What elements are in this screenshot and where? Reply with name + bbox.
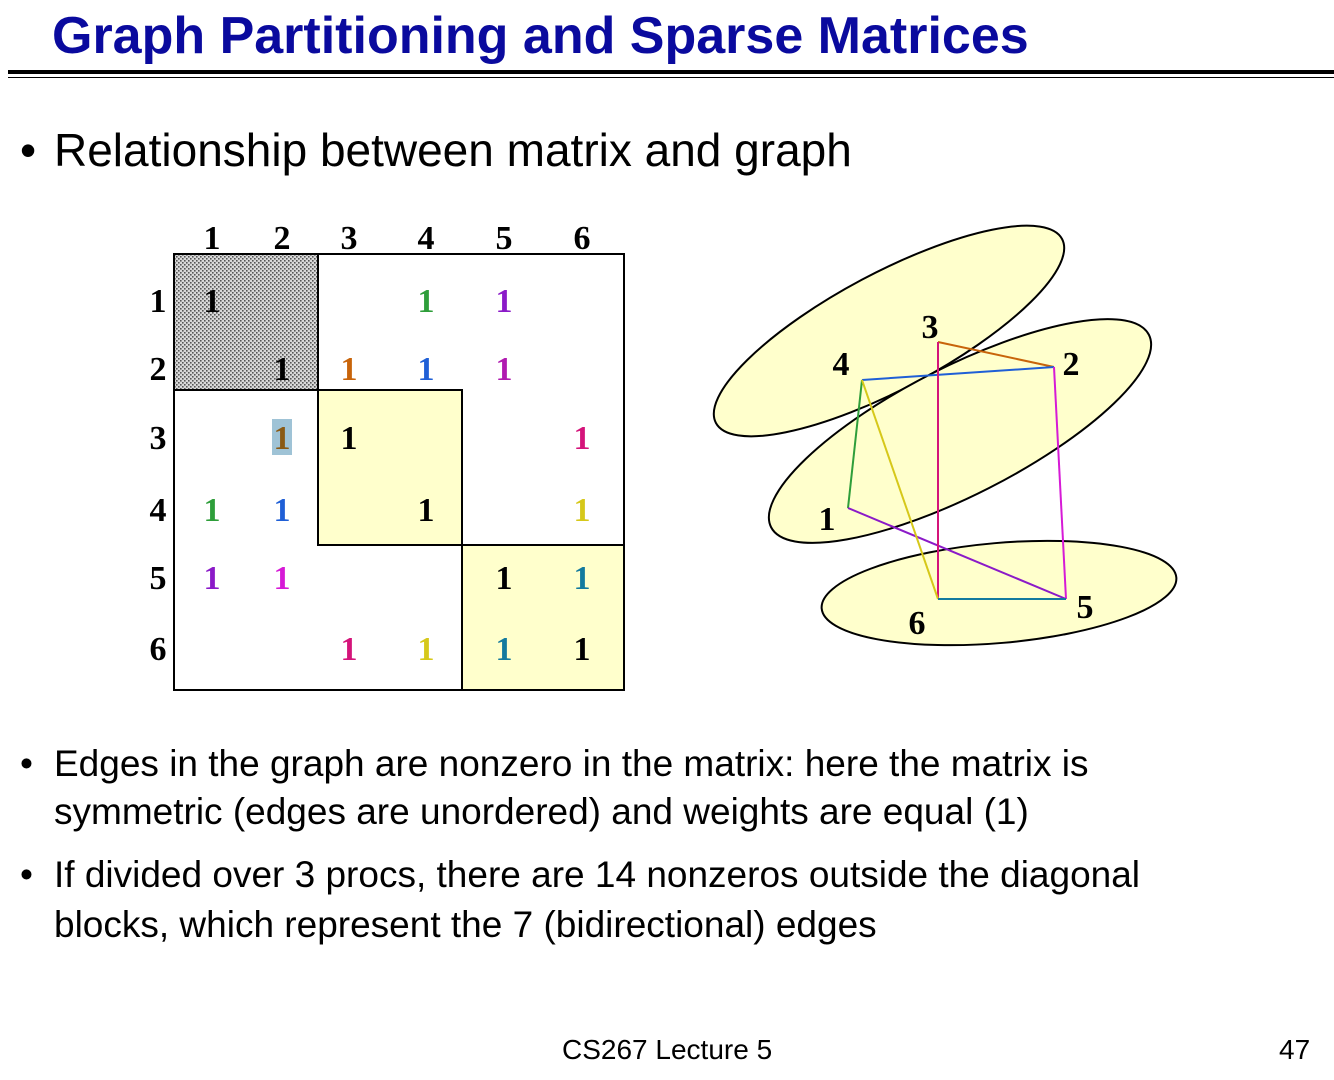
bullet-dot: •: [20, 743, 33, 784]
matrix-row-label: 2: [150, 351, 167, 388]
matrix-col-label: 5: [496, 220, 513, 257]
graph-edge-2-3: [937, 341, 1055, 368]
graph-node-label-2: 2: [1063, 346, 1080, 383]
bullet-edges-line2: symmetric (edges are unordered) and weig…: [54, 791, 1029, 832]
matrix-entry: 1: [204, 560, 221, 597]
bullet-dot: •: [20, 854, 33, 895]
footer-page-number: 47: [1279, 1034, 1311, 1065]
matrix-entry: 1: [204, 492, 221, 529]
footer-course: CS267 Lecture 5: [562, 1034, 773, 1065]
graph-node-label-5: 5: [1077, 589, 1094, 626]
title-rule-thick: [8, 70, 1334, 74]
graph-edge-1-5: [847, 507, 1067, 600]
matrix-entry: 1: [496, 560, 513, 597]
matrix-border: [173, 253, 625, 691]
matrix-row-label: 6: [150, 631, 167, 668]
partition-ellipse-3: [820, 539, 1178, 647]
graph-edge-4-6: [861, 379, 939, 600]
bullet-procs-line2: blocks, which represent the 7 (bidirecti…: [54, 904, 877, 945]
graph-edge-2-5: [1053, 366, 1067, 600]
matrix-col-label: 2: [274, 220, 291, 257]
matrix-entry: 1: [204, 283, 221, 320]
matrix-entry: 1: [274, 351, 291, 388]
matrix-entry: 1: [341, 631, 358, 668]
matrix-col-label: 4: [418, 220, 435, 257]
diagonal-block-2: [317, 389, 463, 546]
matrix-entry: 1: [574, 492, 591, 529]
slide-title: Graph Partitioning and Sparse Matrices: [52, 7, 1029, 65]
matrix-row-label: 5: [150, 560, 167, 597]
matrix-col-label: 6: [574, 220, 591, 257]
matrix-entry: 1: [418, 492, 435, 529]
graph-edge-1-4: [847, 379, 863, 509]
matrix-entry: 1: [496, 283, 513, 320]
matrix-entry: 1: [274, 560, 291, 597]
title-rule-thin: [8, 77, 1334, 78]
bullet-dot: •: [20, 124, 37, 176]
partition-ellipse-2: [767, 318, 1153, 544]
matrix-row-label: 4: [150, 492, 167, 529]
graph-node-label-4: 4: [833, 346, 850, 383]
matrix-entry: 1: [341, 351, 358, 388]
matrix-entry: 1: [496, 631, 513, 668]
graph-node-label-3: 3: [922, 309, 939, 346]
matrix-entry: 1: [418, 283, 435, 320]
matrix-entry: 1: [574, 560, 591, 597]
matrix-entry-highlight: [272, 419, 292, 455]
matrix-row-label: 3: [150, 420, 167, 457]
graph-node-label-1: 1: [819, 501, 836, 538]
graph-edge-2-4: [861, 366, 1055, 381]
bullet-edges-line1: Edges in the graph are nonzero in the ma…: [54, 743, 1089, 784]
matrix-entry: 1: [574, 631, 591, 668]
diagonal-block-3: [461, 544, 625, 691]
diagonal-block-1: [173, 253, 319, 391]
matrix-entry: 1: [496, 351, 513, 388]
matrix-entry: 1: [274, 420, 291, 457]
bullet-procs-line1: If divided over 3 procs, there are 14 no…: [54, 854, 1141, 895]
graph-node-label-6: 6: [909, 605, 926, 642]
matrix-entry: 1: [418, 631, 435, 668]
bullet-intro-text: Relationship between matrix and graph: [54, 124, 852, 176]
matrix-col-label: 3: [341, 220, 358, 257]
matrix-entry: 1: [274, 492, 291, 529]
matrix-col-label: 1: [204, 220, 221, 257]
graph: 1 2 3 4 5 6: [712, 224, 1178, 647]
matrix-entry: 1: [418, 351, 435, 388]
matrix-entry: 1: [341, 420, 358, 457]
matrix-entry: 1: [574, 420, 591, 457]
matrix-row-label: 1: [150, 283, 167, 320]
